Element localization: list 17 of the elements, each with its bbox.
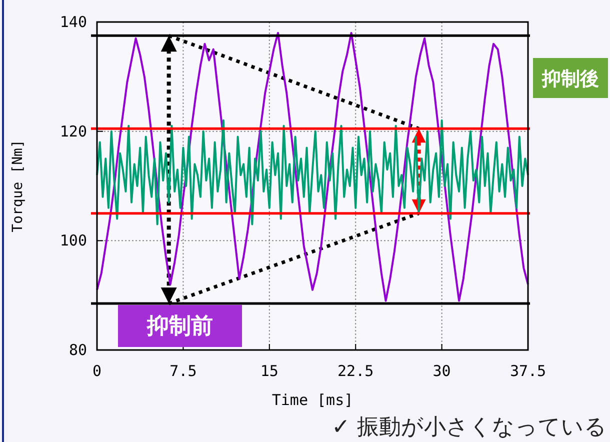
line-series	[96, 32, 529, 302]
y-axis-title: Torque [Nm]	[10, 140, 26, 232]
annotation: 抑制前	[146, 314, 213, 339]
y-tick-label: 120	[60, 122, 87, 140]
line-series	[96, 119, 529, 226]
x-tick-label: 0	[92, 362, 102, 380]
x-axis-title: Time [ms]	[272, 391, 354, 409]
x-tick-label: 15	[260, 362, 278, 380]
text: 抑制後	[541, 68, 599, 90]
x-tick-label: 37.5	[510, 362, 546, 380]
text: ✓ 振動が小さくなっている	[332, 415, 607, 440]
y-tick-label: 100	[60, 232, 87, 250]
y-tick-label: 140	[60, 13, 87, 31]
y-tick-label: 80	[68, 341, 87, 359]
x-tick-label: 30	[432, 362, 451, 380]
x-tick-label: 22.5	[338, 362, 374, 380]
x-tick-label: 7.5	[170, 362, 197, 380]
